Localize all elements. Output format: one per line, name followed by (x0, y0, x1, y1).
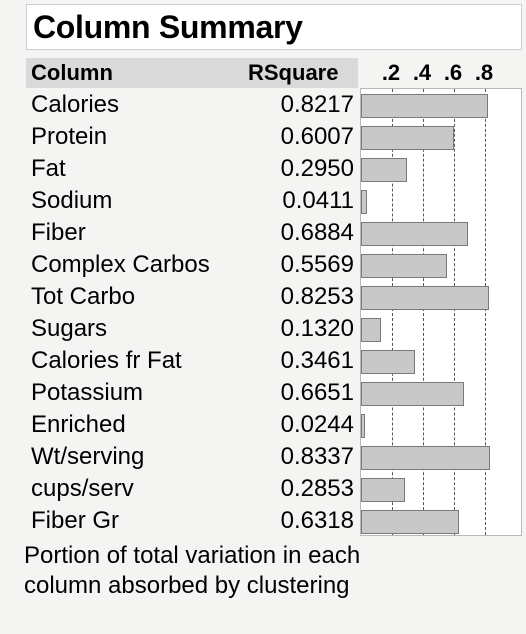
rsquare-bar (361, 126, 455, 150)
x-tick-label: .8 (474, 60, 494, 85)
row-column-name: Calories fr Fat (31, 347, 182, 374)
row-column-name: cups/serv (31, 475, 134, 502)
rsquare-bar (361, 254, 448, 278)
row-column-name: Fiber (31, 219, 86, 246)
gridline (485, 89, 486, 535)
footnote-line: Portion of total variation in each (24, 542, 361, 569)
row-column-name: Complex Carbos (31, 251, 210, 278)
rsquare-bar (361, 350, 415, 374)
row-rsquare-value: 0.0411 (282, 187, 354, 214)
x-tick-label: .6 (443, 60, 463, 85)
row-column-name: Potassium (31, 379, 144, 406)
x-tick-label: .2 (381, 60, 401, 85)
row-column-name: Fiber Gr (31, 507, 120, 534)
column-header: Column (31, 60, 113, 85)
rsquare-bar (361, 94, 489, 118)
chart-title: Column Summary (33, 9, 303, 45)
row-column-name: Tot Carbo (31, 283, 136, 310)
gridline (454, 89, 455, 535)
header-row (26, 58, 358, 88)
row-rsquare-value: 0.2853 (280, 475, 354, 502)
row-column-name: Wt/serving (31, 443, 145, 470)
row-rsquare-value: 0.6884 (280, 219, 354, 246)
row-column-name: Sodium (31, 187, 113, 214)
gridline (392, 89, 393, 535)
row-rsquare-value: 0.8217 (280, 91, 354, 118)
rsquare-bar (361, 286, 489, 310)
rsquare-bar (361, 318, 382, 342)
row-column-name: Fat (31, 155, 66, 182)
row-rsquare-value: 0.8253 (280, 283, 354, 310)
row-column-name: Calories (31, 91, 120, 118)
row-column-name: Enriched (31, 411, 126, 438)
row-rsquare-value: 0.1320 (280, 315, 354, 342)
footnote-line: column absorbed by clustering (24, 572, 350, 599)
row-rsquare-value: 0.6318 (280, 507, 354, 534)
rsquare-header: RSquare (248, 60, 339, 85)
footnote: Portion of total variation in each colum… (24, 541, 504, 601)
rsquare-bar (361, 190, 368, 214)
rsquare-bar (361, 158, 407, 182)
row-rsquare-value: 0.6651 (280, 379, 354, 406)
rsquare-bar (361, 414, 365, 438)
x-tick-label: .4 (412, 60, 432, 85)
row-rsquare-value: 0.6007 (280, 123, 354, 150)
row-rsquare-value: 0.5569 (280, 251, 354, 278)
bar-plot-area (360, 88, 522, 536)
row-rsquare-value: 0.0244 (280, 411, 354, 438)
gridline (423, 89, 424, 535)
rsquare-bar (361, 478, 406, 502)
row-column-name: Protein (31, 123, 108, 150)
row-rsquare-value: 0.2950 (280, 155, 354, 182)
rsquare-bar (361, 446, 491, 470)
rsquare-bar (361, 222, 468, 246)
row-column-name: Sugars (31, 315, 108, 342)
rsquare-bar (361, 382, 465, 406)
row-rsquare-value: 0.3461 (280, 347, 354, 374)
rsquare-bar (361, 510, 459, 534)
row-rsquare-value: 0.8337 (280, 443, 354, 470)
title-box: Column Summary (26, 4, 522, 50)
